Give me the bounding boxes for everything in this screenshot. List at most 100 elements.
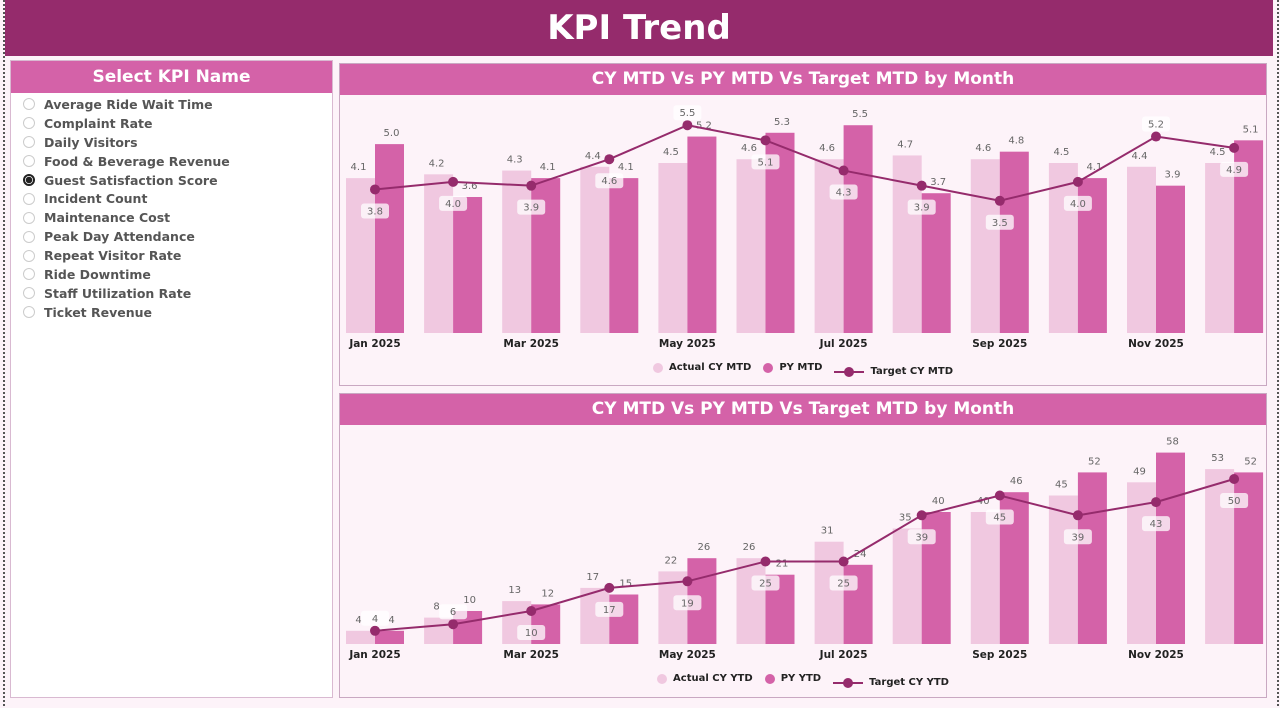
legend-item[interactable]: Actual CY MTD (650, 362, 754, 373)
target-label-box (907, 199, 936, 215)
target-label-box (829, 575, 858, 591)
actual-bar (970, 159, 1000, 333)
legend-label: Target CY MTD (870, 366, 954, 377)
py-bar (609, 178, 639, 333)
py-data-label: 15 (619, 579, 632, 590)
radio-button-icon[interactable] (23, 192, 35, 205)
radio-button-icon[interactable] (23, 98, 35, 111)
kpi-option[interactable]: Daily Visitors (11, 133, 332, 152)
py-data-label: 5.3 (774, 117, 790, 128)
py-data-label: 24 (854, 549, 867, 560)
radio-button-icon[interactable] (23, 174, 35, 186)
target-data-label: 25 (837, 579, 850, 590)
target-label-box (439, 604, 468, 620)
legend-item[interactable]: PY MTD (760, 362, 825, 373)
actual-bar (658, 163, 688, 333)
radio-button-icon[interactable] (23, 230, 35, 243)
target-label-box (1220, 161, 1249, 177)
target-marker (838, 556, 849, 567)
x-tick-label: Jul 2025 (819, 649, 868, 661)
kpi-option[interactable]: Guest Satisfaction Score (11, 171, 332, 190)
kpi-option-label: Ticket Revenue (44, 304, 153, 320)
radio-button-icon[interactable] (23, 249, 35, 262)
target-data-label: 5.5 (679, 108, 695, 119)
target-marker (526, 180, 537, 191)
target-data-label: 3.8 (367, 206, 383, 217)
py-data-label: 5.2 (696, 121, 712, 132)
target-marker (682, 120, 693, 131)
py-bar (375, 144, 404, 333)
legend-item[interactable]: Target CY YTD (830, 677, 952, 688)
kpi-option[interactable]: Ticket Revenue (11, 303, 332, 322)
page-border (3, 0, 1279, 706)
target-data-label: 43 (1150, 519, 1163, 530)
x-tick-label: Mar 2025 (503, 338, 559, 350)
kpi-option[interactable]: Average Ride Wait Time (11, 95, 332, 114)
target-marker (916, 510, 927, 521)
kpi-option-label: Daily Visitors (44, 134, 138, 150)
target-label-box (985, 214, 1014, 230)
target-data-label: 45 (993, 513, 1006, 524)
actual-bar (892, 528, 922, 644)
kpi-option[interactable]: Incident Count (11, 189, 332, 208)
actual-bar (814, 541, 844, 644)
actual-data-label: 45 (1055, 480, 1068, 491)
target-marker (370, 625, 380, 636)
target-data-label: 25 (759, 579, 772, 590)
radio-button-icon[interactable] (23, 306, 35, 319)
target-data-label: 39 (915, 532, 928, 543)
actual-data-label: 4.7 (897, 139, 913, 150)
py-data-label: 52 (1244, 456, 1257, 467)
kpi-option[interactable]: Ride Downtime (11, 265, 332, 284)
mtd-chart-panel: CY MTD Vs PY MTD Vs Target MTD by Month … (339, 63, 1267, 386)
target-marker (1229, 474, 1240, 484)
target-marker (1151, 131, 1161, 142)
target-data-label: 17 (603, 605, 616, 616)
x-tick-label: Sep 2025 (972, 649, 1027, 661)
target-label-box (1063, 529, 1092, 545)
page-title: KPI Trend (5, 0, 1273, 56)
legend-line-icon (834, 366, 865, 377)
legend-item[interactable]: Target CY MTD (831, 366, 956, 377)
radio-button-icon[interactable] (23, 136, 35, 149)
radio-button-icon[interactable] (23, 211, 35, 224)
actual-bar (970, 512, 1000, 644)
kpi-option[interactable]: Peak Day Attendance (11, 227, 332, 246)
actual-bar (346, 178, 375, 333)
py-bar (1156, 185, 1185, 333)
kpi-option[interactable]: Repeat Visitor Rate (11, 246, 332, 265)
actual-data-label: 4.5 (1053, 147, 1069, 158)
py-data-label: 40 (932, 496, 945, 507)
actual-bar (580, 166, 610, 333)
radio-button-icon[interactable] (23, 117, 35, 130)
target-marker (448, 176, 459, 187)
radio-button-icon[interactable] (23, 268, 35, 281)
radio-button-icon[interactable] (23, 287, 35, 300)
actual-bar (1127, 166, 1156, 333)
kpi-option[interactable]: Food & Beverage Revenue (11, 152, 332, 171)
x-tick-label: Sep 2025 (972, 338, 1027, 350)
target-line (374, 124, 1235, 202)
kpi-option[interactable]: Maintenance Cost (11, 208, 332, 227)
legend-line-icon (833, 677, 864, 688)
target-label-box (595, 173, 624, 189)
kpi-slicer: Select KPI Name Average Ride Wait Time Co… (10, 60, 333, 698)
legend-dot-icon (652, 362, 663, 373)
kpi-option[interactable]: Staff Utilization Rate (11, 284, 332, 303)
py-data-label: 5.1 (1243, 124, 1259, 135)
kpi-option-label: Complaint Rate (44, 115, 153, 131)
py-bar (687, 136, 717, 333)
actual-data-label: 31 (821, 526, 834, 537)
kpi-option-label: Repeat Visitor Rate (44, 248, 182, 264)
py-bar (999, 151, 1029, 333)
py-data-label: 26 (698, 542, 711, 553)
py-data-label: 46 (1010, 476, 1023, 487)
legend-item[interactable]: Actual CY YTD (654, 673, 756, 684)
legend-item[interactable]: PY YTD (762, 673, 824, 684)
target-label-box (439, 195, 468, 211)
radio-button-icon[interactable] (23, 155, 35, 168)
legend-label: Actual CY MTD (668, 362, 752, 373)
chart-legend: Actual CY YTD PY YTD Target CY YTD (340, 673, 1266, 688)
kpi-option[interactable]: Complaint Rate (11, 114, 332, 133)
